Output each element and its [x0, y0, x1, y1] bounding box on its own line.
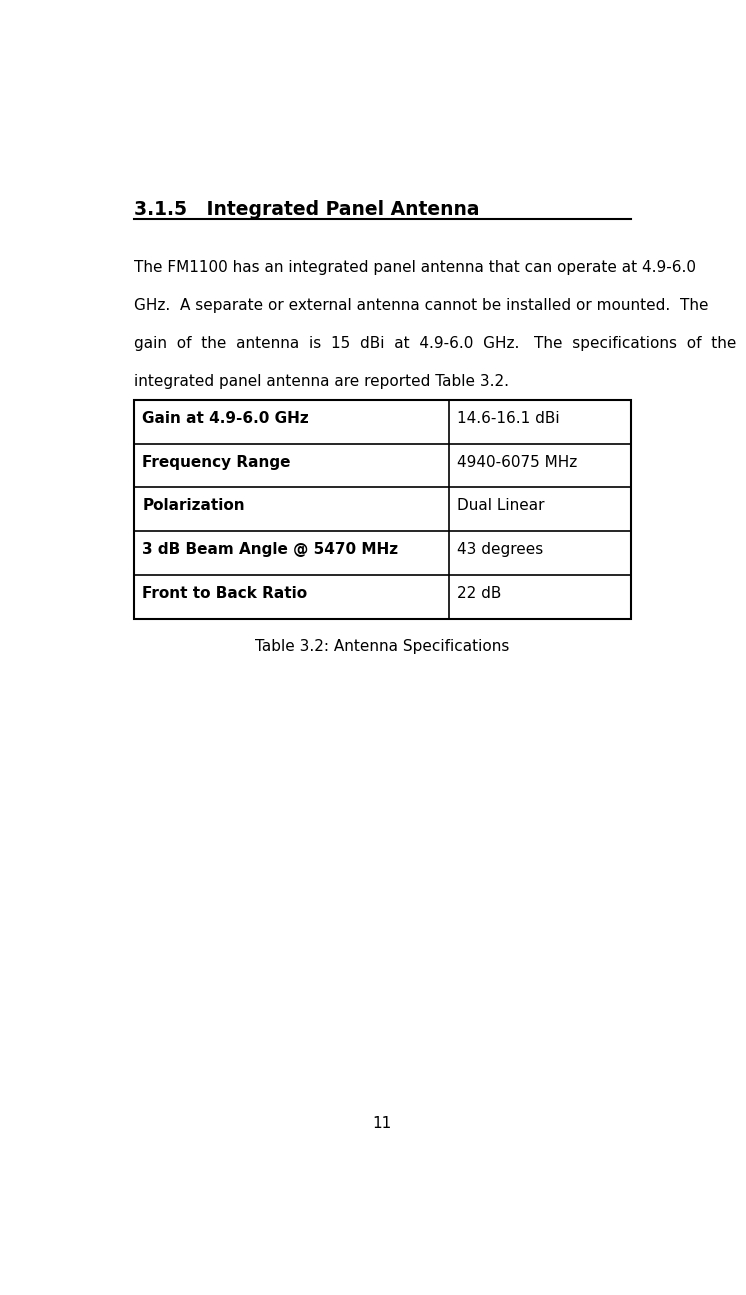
Text: gain  of  the  antenna  is  15  dBi  at  4.9-6.0  GHz.   The  specifications  of: gain of the antenna is 15 dBi at 4.9-6.0…: [134, 335, 736, 351]
Text: Dual Linear: Dual Linear: [457, 499, 545, 513]
Text: The FM1100 has an integrated panel antenna that can operate at 4.9-6.0: The FM1100 has an integrated panel anten…: [134, 260, 696, 275]
Text: 22 dB: 22 dB: [457, 587, 502, 601]
Text: Polarization: Polarization: [142, 499, 245, 513]
Text: Frequency Range: Frequency Range: [142, 455, 291, 470]
Text: 3 dB Beam Angle @ 5470 MHz: 3 dB Beam Angle @ 5470 MHz: [142, 543, 398, 557]
Text: 4940-6075 MHz: 4940-6075 MHz: [457, 455, 577, 470]
Text: GHz.  A separate or external antenna cannot be installed or mounted.  The: GHz. A separate or external antenna cann…: [134, 298, 708, 313]
Text: Table 3.2: Antenna Specifications: Table 3.2: Antenna Specifications: [255, 638, 510, 654]
Text: 43 degrees: 43 degrees: [457, 543, 544, 557]
Text: Front to Back Ratio: Front to Back Ratio: [142, 587, 307, 601]
Text: Gain at 4.9-6.0 GHz: Gain at 4.9-6.0 GHz: [142, 411, 309, 426]
Text: 3.1.5   Integrated Panel Antenna: 3.1.5 Integrated Panel Antenna: [134, 201, 479, 219]
Text: 11: 11: [373, 1115, 392, 1131]
Text: 14.6-16.1 dBi: 14.6-16.1 dBi: [457, 411, 560, 426]
Text: integrated panel antenna are reported Table 3.2.: integrated panel antenna are reported Ta…: [134, 374, 509, 388]
